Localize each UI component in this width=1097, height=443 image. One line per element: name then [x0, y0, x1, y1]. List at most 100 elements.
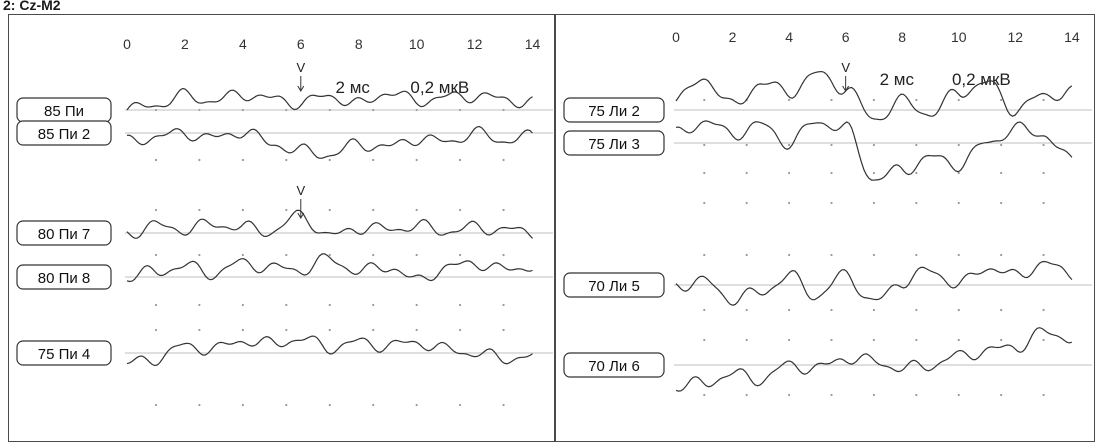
grid-dot — [745, 143, 748, 147]
wave-v-arrowhead — [297, 85, 305, 92]
grid-dot — [788, 253, 791, 257]
x-tick-label: 4 — [239, 36, 247, 52]
x-tick-label: 0 — [123, 36, 131, 52]
x-tick-label: 4 — [785, 29, 793, 45]
grid-dot — [957, 393, 960, 397]
series-label-box — [16, 220, 112, 246]
series-label: 75 Пи 4 — [38, 346, 91, 363]
grid-dot — [285, 158, 288, 162]
grid-dot — [328, 303, 331, 307]
series-label-box — [16, 264, 112, 290]
series-label-box — [16, 120, 112, 146]
grid-dot — [415, 253, 418, 257]
grid-dot — [957, 171, 960, 175]
grid-dot — [872, 393, 876, 397]
series-label: 75 Ли 3 — [588, 136, 640, 153]
grid-dot — [788, 393, 791, 397]
grid-dot — [328, 253, 331, 257]
grid-dot — [745, 171, 748, 175]
grid-dot — [745, 253, 748, 257]
series-trace — [126, 253, 533, 283]
wave-v-label: V — [296, 183, 305, 198]
channel-label: 2: Cz-M2 — [3, 0, 61, 13]
grid-dot — [372, 328, 375, 332]
grid-dot — [957, 308, 960, 312]
series-trace — [126, 209, 533, 239]
x-tick-label: 8 — [898, 29, 906, 45]
grid-dot — [154, 208, 158, 212]
grid-dot — [241, 403, 244, 407]
grid-dot — [1042, 171, 1045, 175]
x-tick-label: 2 — [729, 29, 737, 45]
grid-dot — [285, 403, 288, 407]
wave-v-label: V — [296, 60, 305, 75]
grid-dot — [830, 338, 833, 342]
grid-dot — [415, 303, 418, 307]
grid-dot — [328, 208, 331, 212]
grid-dot — [415, 403, 418, 407]
grid-dot — [703, 98, 706, 102]
grid-dot — [957, 143, 960, 147]
grid-dot — [915, 98, 918, 102]
x-tick-label: 6 — [297, 36, 305, 52]
x-tick-label: 12 — [467, 36, 483, 52]
right-chart: 0 2 4 6 8 10 12 14 2 мс 0,2 мкВ V 75 Ли 2 75 Ли 3 70 … — [563, 29, 1092, 397]
series-trace — [126, 335, 533, 367]
grid-dot — [745, 393, 748, 397]
grid-dot — [1042, 393, 1045, 397]
grid-dot — [1000, 98, 1003, 102]
grid-dot — [788, 338, 791, 342]
series-trace — [675, 260, 1073, 306]
series-label-box — [16, 340, 112, 366]
grid-dot — [1042, 143, 1045, 147]
grid-dot — [1042, 308, 1045, 312]
grid-dot — [154, 253, 158, 257]
grid-dot — [459, 403, 462, 407]
grid-dot — [241, 208, 244, 212]
grid-dot — [915, 171, 918, 175]
grid-dot — [872, 253, 876, 257]
grid-dot — [957, 253, 960, 257]
grid-dot — [872, 308, 876, 312]
series-trace — [126, 87, 533, 111]
x-tick-label: 0 — [672, 29, 680, 45]
grid-dot — [872, 143, 876, 147]
grid-dot — [1000, 201, 1003, 205]
grid-dot — [1042, 253, 1045, 257]
grid-dot — [459, 253, 462, 257]
scale-time-label: 2 мс — [336, 78, 371, 97]
grid-dot — [241, 253, 244, 257]
grid-dot — [703, 338, 706, 342]
grid-dot — [745, 308, 748, 312]
grid-dot — [703, 308, 706, 312]
grid-dot — [830, 201, 833, 205]
grid-dot — [1042, 201, 1045, 205]
grid-dot — [788, 171, 791, 175]
x-tick-label: 14 — [1064, 29, 1080, 45]
grid-dot — [154, 303, 158, 307]
grid-dot — [1042, 98, 1045, 102]
grid-dot — [1000, 308, 1003, 312]
series-label: 70 Ли 5 — [588, 278, 640, 295]
grid-dot — [1000, 338, 1003, 342]
grid-dot — [198, 158, 201, 162]
grid-dot — [285, 328, 288, 332]
grid-dot — [198, 253, 201, 257]
series-trace — [675, 120, 1073, 181]
scale-amplitude-label: 0,2 мкВ — [952, 70, 1011, 89]
grid-dot — [915, 253, 918, 257]
grid-dot — [830, 393, 833, 397]
grid-dot — [372, 403, 375, 407]
x-tick-label: 14 — [525, 36, 541, 52]
grid-dot — [154, 328, 158, 332]
grid-dot — [915, 393, 918, 397]
x-tick-label: 10 — [951, 29, 967, 45]
grid-dot — [328, 328, 331, 332]
scale-time-label: 2 мс — [880, 70, 915, 89]
grid-dot — [502, 208, 505, 212]
x-tick-label: 12 — [1008, 29, 1024, 45]
grid-dot — [502, 158, 505, 162]
grid-dot — [915, 143, 918, 147]
grid-dot — [328, 403, 331, 407]
series-trace — [675, 70, 1073, 121]
